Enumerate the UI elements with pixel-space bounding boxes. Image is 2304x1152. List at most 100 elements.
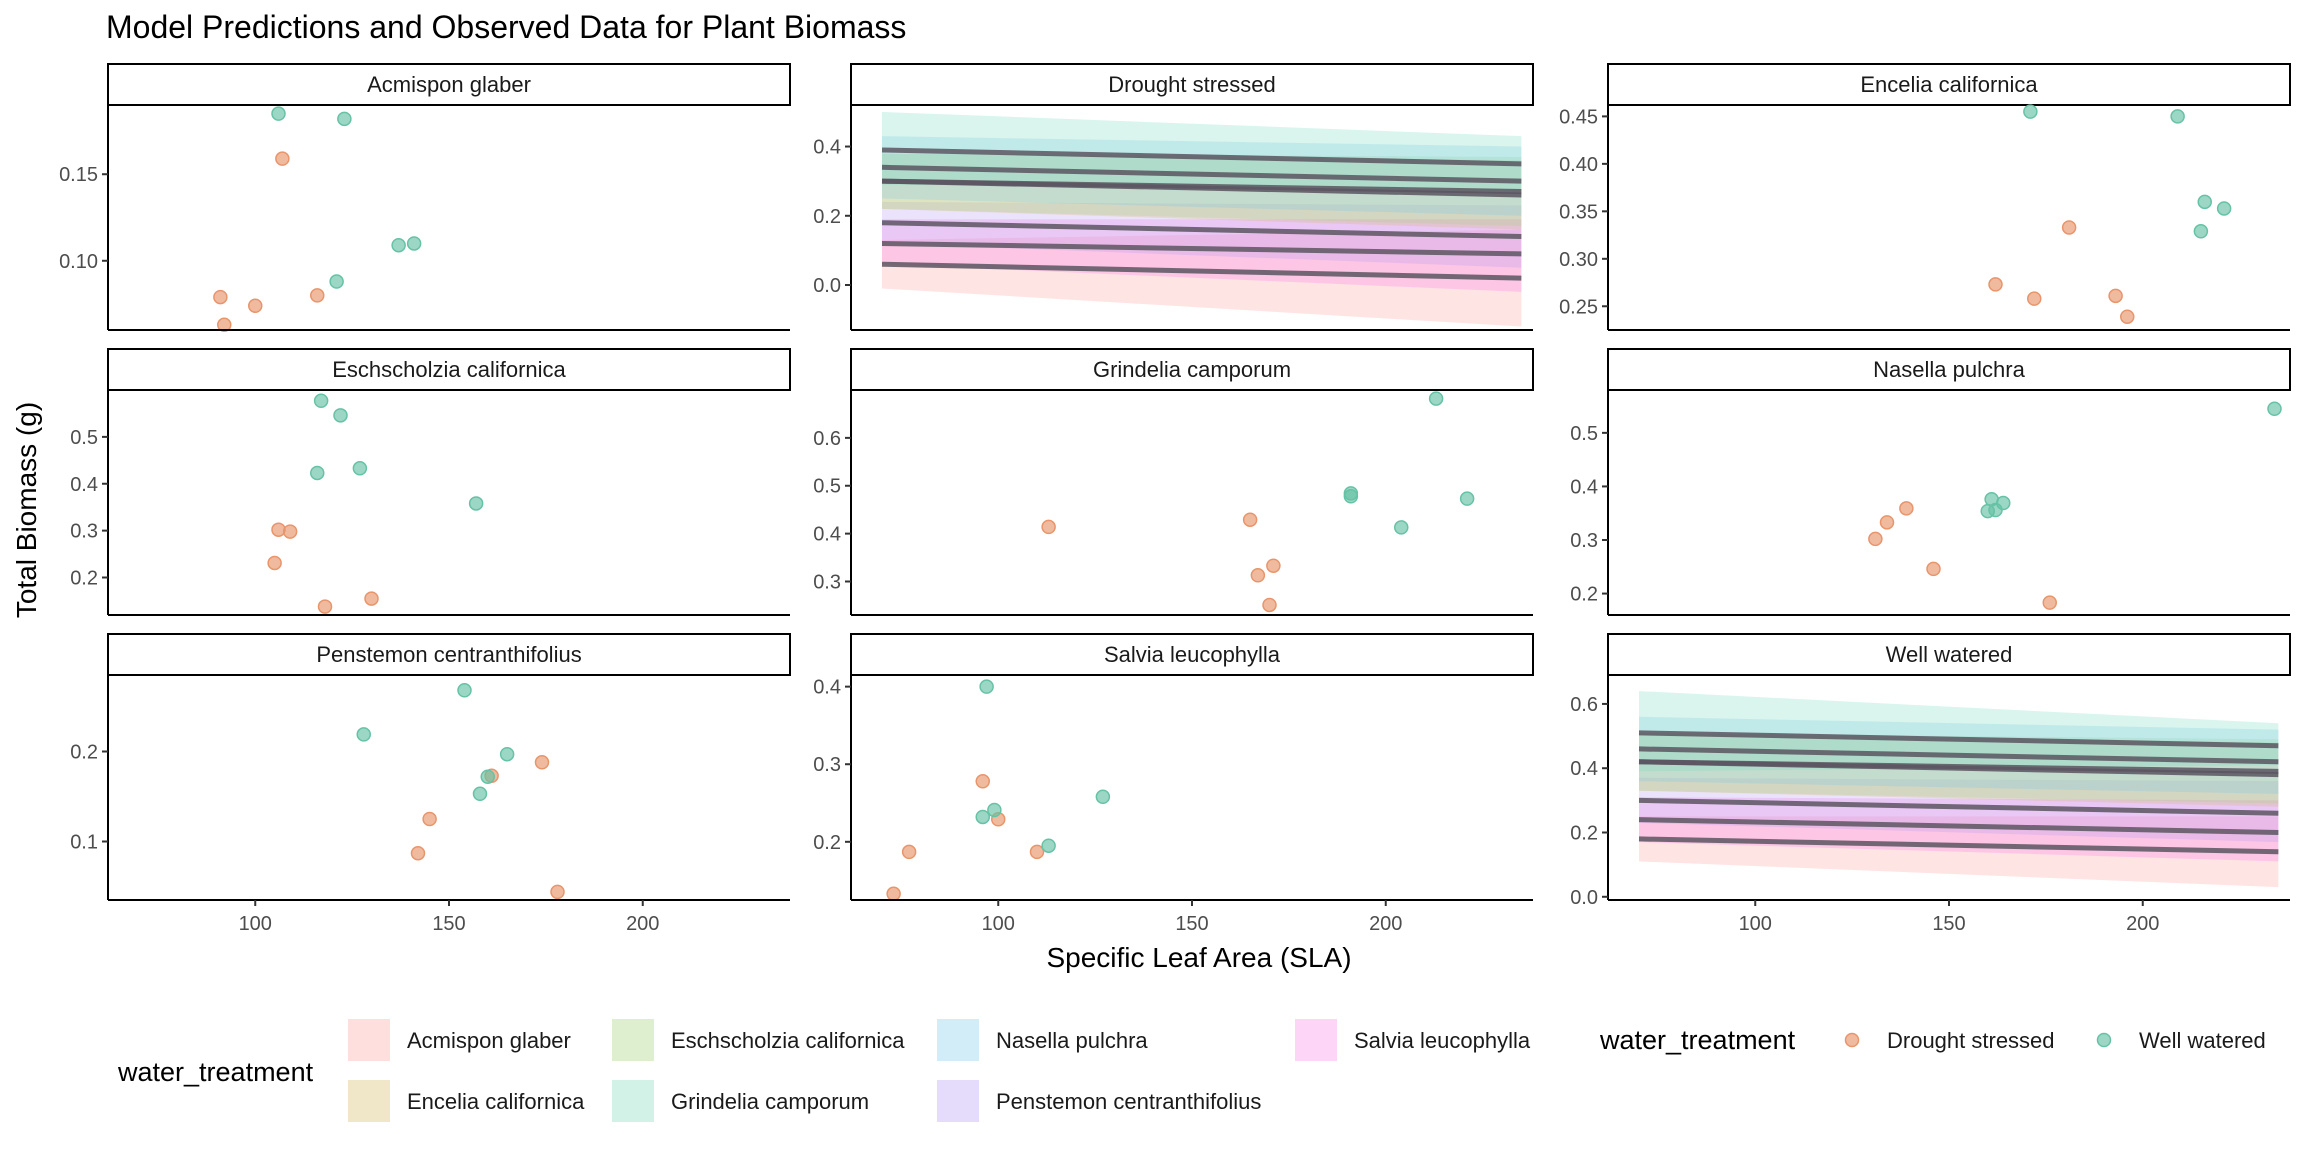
y-tick-label: 0.4 xyxy=(813,137,841,159)
point-well-watered xyxy=(2193,224,2209,239)
point-drought-stressed xyxy=(1868,531,1883,547)
facet-panel: Penstemon centranthifolius 0.1 0.2 100 150 20… xyxy=(70,633,791,935)
point-well-watered xyxy=(1095,789,1111,805)
point-drought-stressed xyxy=(275,151,290,166)
point-drought-stressed xyxy=(1926,561,1941,577)
y-tick-label: 0.25 xyxy=(1559,296,1598,318)
point-drought-stressed xyxy=(282,524,298,539)
legend-treatment-title: water_treatment xyxy=(1599,1025,1796,1055)
point-well-watered xyxy=(313,393,329,409)
y-tick-label: 0.2 xyxy=(70,742,98,764)
point-drought-stressed xyxy=(2042,595,2057,610)
chart-title: Model Predictions and Observed Data for … xyxy=(106,9,906,45)
point-well-watered xyxy=(468,496,484,511)
point-well-watered xyxy=(337,111,352,127)
facet-strip xyxy=(850,63,1534,106)
point-drought-stressed xyxy=(248,298,263,314)
prediction-line xyxy=(1638,797,2279,816)
point-drought-stressed xyxy=(422,811,437,827)
legend-species-label: Encelia californica xyxy=(407,1089,585,1114)
legend-species-key xyxy=(937,1080,979,1122)
point-well-watered xyxy=(2216,201,2232,216)
facet-panel: Grindelia camporum 0.3 0.4 0.5 0.6 xyxy=(813,348,1534,616)
point-drought-stressed xyxy=(1899,501,1914,516)
legend-treatment: water_treatment Drought stressed Well wat… xyxy=(1599,1025,2266,1055)
point-drought-stressed xyxy=(213,289,228,305)
y-tick-label: 0.0 xyxy=(813,275,841,297)
legend-species-label: Nasella pulchra xyxy=(996,1028,1148,1053)
point-well-watered xyxy=(1996,495,2011,511)
facet-panel: Well watered 0.0 0.2 0.4 0.6 100 150 200 xyxy=(1570,633,2291,935)
facet-strip xyxy=(107,348,791,391)
legend-treatment-label: Well watered xyxy=(2139,1028,2266,1053)
y-tick-label: 0.4 xyxy=(813,677,841,699)
prediction-line xyxy=(881,240,1522,257)
point-well-watered xyxy=(271,106,286,121)
y-tick-label: 0.0 xyxy=(1570,887,1598,909)
facet-strip-label: Well watered xyxy=(1886,642,2013,667)
point-well-watered xyxy=(329,274,344,289)
legend-species-label: Salvia leucophylla xyxy=(1354,1028,1531,1053)
x-tick-label: 150 xyxy=(1932,913,1965,935)
legend-treatment-key xyxy=(2096,1032,2112,1048)
facet-strip-label: Penstemon centranthifolius xyxy=(316,642,581,667)
facet-panel: Encelia californica 0.25 0.30 0.35 0.40 0.45 xyxy=(1559,63,2291,331)
prediction-line xyxy=(881,164,1522,184)
point-drought-stressed xyxy=(1242,512,1258,527)
facet-strip xyxy=(107,633,791,676)
point-well-watered xyxy=(480,769,495,784)
facet-panel: Nasella pulchra 0.2 0.3 0.4 0.5 xyxy=(1570,348,2291,616)
point-drought-stressed xyxy=(1041,519,1056,535)
point-drought-stressed xyxy=(1988,277,2003,292)
point-well-watered xyxy=(979,679,994,694)
y-axis-title: Total Biomass (g) xyxy=(11,402,42,618)
legend-species-key xyxy=(348,1080,390,1122)
point-well-watered xyxy=(356,727,371,742)
y-tick-label: 0.5 xyxy=(70,427,98,449)
point-well-watered xyxy=(975,809,990,825)
point-well-watered xyxy=(310,465,325,481)
facet-strip-label: Drought stressed xyxy=(1108,72,1276,97)
y-tick-label: 0.3 xyxy=(70,521,98,543)
y-tick-label: 0.2 xyxy=(70,568,98,590)
point-well-watered xyxy=(2197,194,2212,210)
prediction-line xyxy=(1638,759,2279,774)
facet-strip xyxy=(850,348,1534,391)
legend-species-label: Acmispon glaber xyxy=(407,1028,571,1053)
point-well-watered xyxy=(2267,401,2282,416)
y-tick-label: 0.3 xyxy=(1570,530,1598,552)
point-drought-stressed xyxy=(550,884,565,900)
facet-strip-label: Nasella pulchra xyxy=(1873,357,2025,382)
y-tick-label: 0.35 xyxy=(1559,201,1598,223)
point-well-watered xyxy=(457,683,472,698)
facet-strip xyxy=(1607,63,2291,106)
point-drought-stressed xyxy=(1266,558,1281,573)
facet-strip-label: Grindelia camporum xyxy=(1093,357,1291,382)
y-tick-label: 0.2 xyxy=(1570,584,1598,606)
facet-strip-label: Encelia californica xyxy=(1860,72,2038,97)
facet-strip-label: Eschscholzia californica xyxy=(332,357,566,382)
y-tick-label: 0.10 xyxy=(59,251,98,273)
x-tick-label: 200 xyxy=(2126,913,2159,935)
point-drought-stressed xyxy=(901,844,917,860)
y-tick-label: 0.4 xyxy=(1570,476,1598,498)
facet-strip-label: Acmispon glaber xyxy=(367,72,531,97)
point-drought-stressed xyxy=(1250,568,1266,583)
legend-species-key xyxy=(937,1019,979,1061)
facet-panel: Salvia leucophylla 0.2 0.3 0.4 100 150 200 xyxy=(813,633,1534,935)
point-well-watered xyxy=(1041,838,1056,853)
point-well-watered xyxy=(472,786,488,802)
point-drought-stressed xyxy=(975,774,990,789)
legend-species-key xyxy=(612,1019,654,1061)
y-tick-label: 0.1 xyxy=(70,832,98,854)
point-well-watered xyxy=(1394,520,1409,535)
confidence-band xyxy=(1639,816,2279,888)
point-well-watered xyxy=(1343,486,1359,501)
legend-species: water_treatment Acmispon glaber Encelia c… xyxy=(117,1019,1531,1122)
point-well-watered xyxy=(2170,109,2185,124)
legend-species-label: Grindelia camporum xyxy=(671,1089,869,1114)
prediction-line xyxy=(881,220,1522,240)
point-well-watered xyxy=(391,237,406,253)
prediction-line xyxy=(1638,836,2279,855)
point-well-watered xyxy=(2023,104,2038,119)
